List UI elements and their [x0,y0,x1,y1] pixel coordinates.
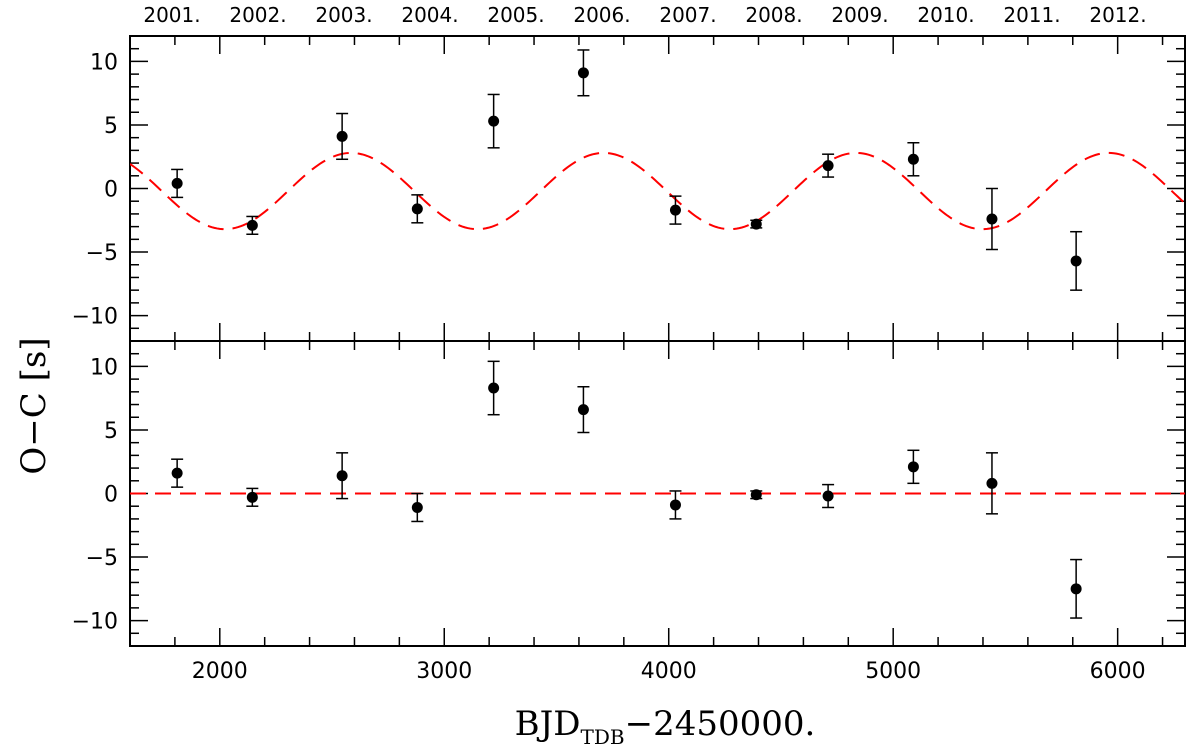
top-year-label: 2010. [917,3,974,27]
top-year-label: 2003. [315,3,372,27]
data-point [750,218,762,230]
data-point [246,219,258,231]
x-tick-label: 4000 [641,659,697,684]
data-point [669,204,681,216]
top-year-label: 2004. [401,3,458,27]
y-tick-label: −10 [72,610,118,635]
data-point [986,213,998,225]
data-point [488,115,500,127]
top-year-label: 2009. [831,3,888,27]
bottom-panel: −10 −5 0 5 10 2000 3000 4000 5000 6000 [72,340,1186,684]
data-point [1070,583,1082,595]
y-tick-label: 10 [90,50,118,75]
top-year-label: 2008. [745,3,802,27]
data-point [822,490,834,502]
top-year-label: 2005. [487,3,544,27]
y-tick-label: −5 [86,241,118,266]
x-axis-title-sub: TDB [581,725,625,749]
top-year-label: 2006. [573,3,630,27]
x-tick-label: 5000 [865,659,921,684]
x-tick-label: 2000 [192,659,248,684]
data-point [336,130,348,142]
data-point [822,160,834,172]
y-tick-label: 0 [104,483,118,508]
x-tick-label: 6000 [1090,659,1146,684]
data-point [171,177,183,189]
data-point [577,404,589,416]
top-year-label: 2007. [659,3,716,27]
top-year-label: 2002. [229,3,286,27]
x-axis-title-tail: −2450000. [625,704,816,744]
y-tick-label: 5 [104,419,118,444]
x-axis-title: BJDTDB−2450000. [515,704,816,749]
top-year-label: 2001. [143,3,200,27]
model-curve [130,151,1185,231]
data-point [986,477,998,489]
data-point [750,489,762,501]
y-tick-label: 10 [90,355,118,380]
data-point [411,501,423,513]
top-panel: −10 −5 0 5 10 [72,35,1186,342]
data-point [488,382,500,394]
x-tick-label: 3000 [416,659,472,684]
top-year-label: 2011. [1003,3,1060,27]
data-point [336,470,348,482]
top-axis-year-labels: 2001. 2002. 2003. 2004. 2005. 2006. 2007. 2008.… [143,3,1146,27]
top-year-label: 2012. [1089,3,1146,27]
data-point [907,153,919,165]
data-point [669,499,681,511]
x-axis-title-main: BJD [515,704,581,744]
data-point [411,203,423,215]
y-tick-label: −5 [86,546,118,571]
data-point [246,491,258,503]
data-point [577,67,589,79]
y-tick-label: 0 [104,178,118,203]
data-point [907,461,919,473]
plot-frame [129,35,1186,342]
data-point [171,467,183,479]
data-point [1070,255,1082,267]
y-tick-label: 5 [104,114,118,139]
y-axis-title: O−C [s] [14,337,54,474]
y-tick-label: −10 [72,305,118,330]
